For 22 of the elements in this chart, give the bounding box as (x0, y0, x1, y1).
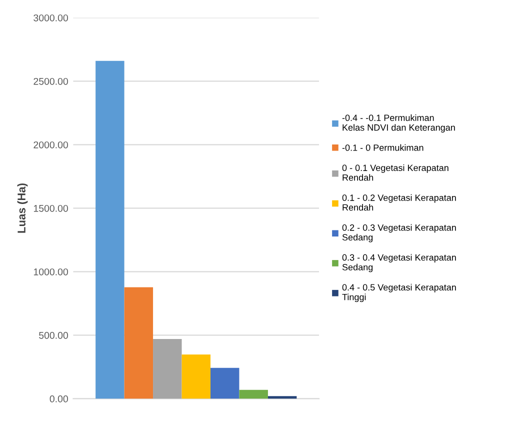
y-axis-title: Luas (Ha) (17, 183, 28, 233)
y-tick-label: 0.00 (50, 395, 68, 402)
y-tick-label: 1000.00 (34, 268, 68, 276)
legend-label: -0.1 - 0 Permukiman (342, 144, 424, 151)
legend-label: -0.4 - -0.1 Permukiman Kelas NDVI dan Keterangan (342, 114, 455, 133)
legend-label: 0.2 - 0.3 Vegetasi Kerapatan Sedang (342, 224, 456, 242)
bar (182, 354, 210, 399)
legend-label: 0.3 - 0.4 Vegetasi Kerapatan Sedang (342, 254, 456, 272)
y-tick-label: 3000.00 (34, 14, 68, 22)
legend-label: 0.1 - 0.2 Vegetasi Kerapatan Rendah (342, 194, 456, 211)
bar (210, 368, 240, 399)
y-tick-label: 500.00 (39, 332, 68, 339)
legend-label: 0.4 - 0.5 Vegetasi Kerapatan Tinggi (342, 284, 456, 302)
bar (239, 390, 268, 399)
legend-label: 0 - 0.1 Vegetasi Kerapatan Rendah (342, 164, 448, 181)
bar (124, 287, 154, 399)
y-tick-label: 1500.00 (34, 204, 68, 212)
y-tick-label: 2500.00 (34, 78, 68, 85)
bar (268, 396, 297, 399)
bar (153, 339, 182, 399)
y-tick-label: 2000.00 (34, 141, 68, 148)
bar (96, 60, 124, 399)
